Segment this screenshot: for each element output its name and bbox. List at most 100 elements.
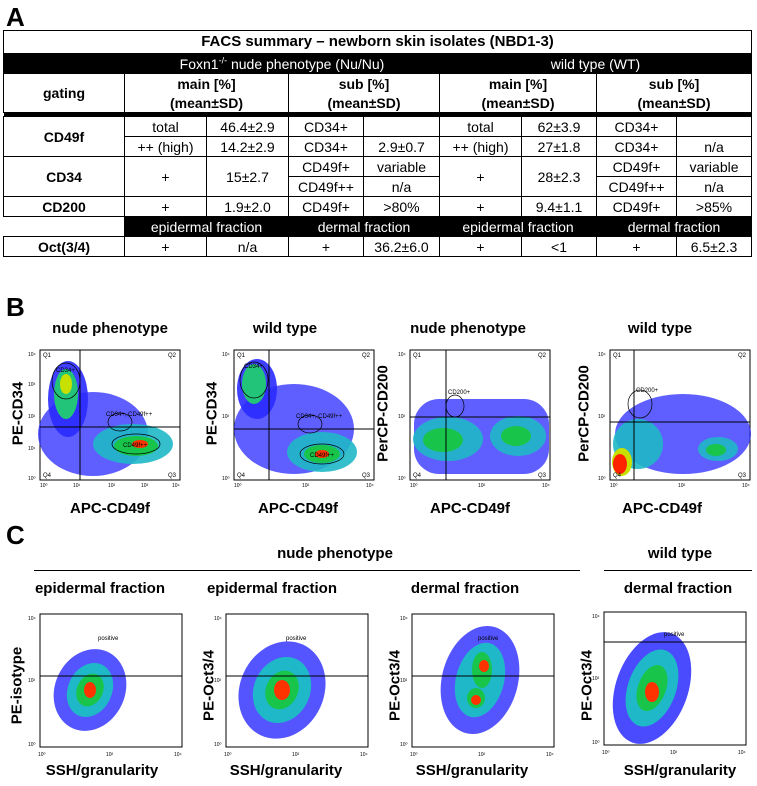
plot-b4: CD200+ Q1 Q2 Q3 Q4 10⁰ 10² 10⁴ 10⁴ 10² 1…: [598, 349, 751, 489]
gate-label-cd34-cd49f: CD34+, CD49f++: [296, 414, 343, 420]
table-cell: CD34+: [596, 136, 677, 157]
facs-summary-table: FACS summary – newborn skin isolates (NB…: [3, 30, 752, 257]
gate-cd200: [445, 394, 465, 418]
plot-b2: CD34+ CD34+, CD49f++ CD49f++ Q1 Q2 Q3 Q4…: [222, 349, 375, 489]
gate-label: positive: [478, 636, 499, 642]
table-cell: n/a: [206, 236, 289, 257]
panel-label-a: A: [6, 2, 25, 32]
table-cell: 15±2.7: [206, 156, 289, 197]
table-cell: <1: [521, 236, 597, 257]
nu-epidermal-header: epidermal fraction: [124, 216, 289, 237]
tick-label: 10⁰: [28, 742, 36, 748]
table-cell: 14.2±2.9: [206, 136, 289, 157]
table-cell: 28±2.3: [521, 156, 597, 197]
table-cell: CD49f+: [288, 156, 364, 177]
table-cell: 27±1.8: [521, 136, 597, 157]
quadrant-label: Q1: [43, 353, 52, 359]
tick-label: 10⁰: [214, 742, 222, 748]
tick-label: 10²: [302, 483, 310, 489]
gate-label: positive: [98, 636, 119, 642]
tick-label: 10⁰: [410, 752, 418, 758]
tick-label: 10⁴: [598, 352, 606, 358]
tick-label: 10⁰: [224, 752, 232, 758]
plot-c3: positive 10⁰ 10² 10⁴ 10⁴ 10² 10⁰: [400, 613, 555, 758]
table-cell: 2.9±0.7: [363, 136, 440, 157]
gate-cd34: [239, 361, 269, 399]
table-cell: +: [124, 196, 207, 217]
density-cloud: [612, 632, 692, 744]
table-cell: [676, 116, 752, 137]
panel-label-b: B: [6, 292, 25, 322]
gate-label-cd200: CD200+: [448, 390, 471, 396]
plot-c3-title: dermal fraction: [410, 580, 520, 597]
plot-c1-xlabel: SSH/granularity: [45, 762, 159, 779]
table-cell: total: [124, 116, 207, 137]
plot-b2-xlabel: APC-CD49f: [257, 500, 338, 517]
table-cell: +: [439, 156, 522, 197]
tick-label: 10⁴: [28, 616, 36, 622]
wt-header: wild type (WT): [439, 53, 752, 74]
gating-header: gating: [3, 73, 125, 113]
gate-label: positive: [286, 636, 307, 642]
wt-main-meansd: (mean±SD): [439, 93, 597, 113]
tick-label: 10⁴: [398, 352, 406, 358]
plot-b2-title: wild type: [252, 320, 318, 337]
table-cell: +: [288, 236, 364, 257]
tick-label: 10⁰: [598, 476, 606, 482]
quadrant-label: Q2: [362, 353, 371, 359]
gate-label-cd200: CD200+: [636, 388, 659, 394]
quadrant-label: Q3: [168, 473, 177, 479]
table-row: CD49f++ n/a CD49f++ n/a: [4, 176, 752, 197]
table-cell: n/a: [676, 136, 752, 157]
tick-label: 10⁰: [398, 476, 406, 482]
plot-c4-xlabel: SSH/granularity: [623, 762, 737, 779]
plot-b3-xlabel: APC-CD49f: [429, 500, 510, 517]
table-cell: +: [439, 196, 522, 217]
tick-label: 10⁴: [546, 752, 554, 758]
plot-b4-title: wild type: [627, 320, 693, 337]
row-label-cd49f: CD49f: [3, 116, 125, 157]
tick-label: 10⁰: [28, 476, 36, 482]
tick-label: 10¹: [28, 446, 36, 452]
tick-label: 10⁰: [400, 742, 408, 748]
table-cell: +: [124, 156, 207, 197]
nu-sub-meansd: (mean±SD): [288, 93, 440, 113]
gate-cd34-cd49f: [297, 414, 323, 434]
table-cell: >85%: [676, 196, 752, 217]
tick-label: 10²: [478, 483, 486, 489]
quadrant-label: Q1: [237, 353, 246, 359]
table-row: CD200 + 1.9±2.0 CD49f+ >80% + 9.4±1.1 CD…: [3, 196, 752, 217]
wt-sub-meansd: (mean±SD): [596, 93, 752, 113]
table-cell: CD34+: [288, 116, 364, 137]
tick-label: 10²: [28, 678, 36, 684]
fraction-empty-cell: [3, 216, 125, 237]
quadrant-label: Q3: [538, 473, 547, 479]
plot-b1-title: nude phenotype: [52, 320, 168, 337]
plot-b4-ylabel: PerCP-CD200: [575, 365, 593, 462]
panel-label-c: C: [6, 520, 25, 550]
plot-c3-xlabel: SSH/granularity: [415, 762, 529, 779]
tick-label: 10⁰: [234, 483, 242, 489]
group-line-nude: [34, 570, 580, 571]
tick-label: 10⁰: [592, 740, 600, 746]
table-cell: CD34+: [288, 136, 364, 157]
table-cell: n/a: [676, 176, 752, 197]
table-row: CD34 + 15±2.7 CD49f+ variable + 28±2.3 C…: [3, 156, 752, 197]
plot-c4: positive 10⁰ 10² 10⁴ 10⁴ 10² 10⁰: [592, 611, 747, 756]
quadrant-label: Q4: [43, 473, 52, 479]
table-cell: total: [439, 116, 522, 137]
density-cloud: [38, 361, 173, 476]
gate-cd34-cd49f: [107, 412, 133, 432]
density-cloud: [440, 625, 520, 735]
tick-label: 10⁴: [174, 752, 182, 758]
table-cell: 9.4±1.1: [521, 196, 597, 217]
wt-sub-header: sub [%]: [596, 73, 752, 93]
table-cell: +: [596, 236, 677, 257]
tick-label: 10²: [592, 676, 600, 682]
gate-label-cd34: CD34+: [244, 364, 263, 370]
quadrant-label: Q4: [237, 473, 246, 479]
gate-cd49f: [111, 433, 161, 455]
plot-b3: CD200+ Q1 Q2 Q3 Q4 10⁰ 10² 10⁴ 10⁴ 10² 1…: [398, 349, 551, 489]
tick-label: 10⁴: [738, 750, 746, 756]
wt-epidermal-header: epidermal fraction: [439, 216, 597, 237]
